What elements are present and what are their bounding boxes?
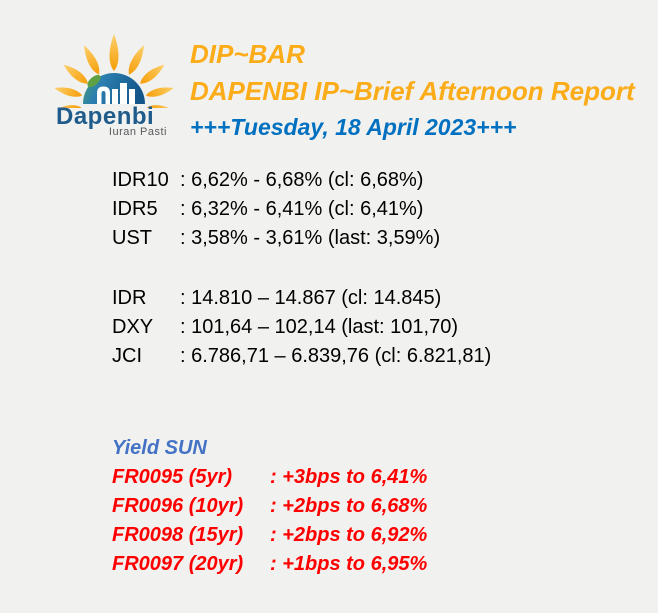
report-body: IDR10 : 6,62% - 6,68% (cl: 6,68%) IDR5 :… <box>112 166 491 579</box>
bond-label: FR0095 (5yr) <box>112 466 233 488</box>
rate-label: IDR5 <box>112 198 158 220</box>
report-title-line2: DAPENBI IP~Brief Afternoon Report <box>190 76 635 106</box>
rate-row-idr5: IDR5 : 6,32% - 6,41% (cl: 6,41%) <box>112 195 491 224</box>
brand-wordmark: Dapenbi <box>56 103 155 130</box>
sun-petals <box>55 34 173 108</box>
rate-value: : 3,58% - 3,61% (last: 3,59%) <box>180 227 441 249</box>
fx-value: : 101,64 – 102,14 (last: 101,70) <box>180 316 458 338</box>
yield-row-fr0095: FR0095 (5yr) : +3bps to 6,41% <box>112 463 491 492</box>
fx-label: IDR <box>112 287 147 309</box>
rate-label: UST <box>112 227 152 249</box>
fx-label: JCI <box>112 345 142 367</box>
yield-row-fr0097: FR0097 (20yr) : +1bps to 6,95% <box>112 550 491 579</box>
bond-change: : +2bps to 6,92% <box>270 524 428 546</box>
rate-row-idr10: IDR10 : 6,62% - 6,68% (cl: 6,68%) <box>112 166 491 195</box>
dapenbi-sun-logo-graphic <box>55 34 173 108</box>
fx-row-dxy: DXY : 101,64 – 102,14 (last: 101,70) <box>112 313 491 342</box>
rate-label: IDR10 <box>112 169 169 191</box>
rate-value: : 6,62% - 6,68% (cl: 6,68%) <box>180 169 424 191</box>
bond-change: : +3bps to 6,41% <box>270 466 428 488</box>
bond-change: : +1bps to 6,95% <box>270 553 428 575</box>
fx-value: : 6.786,71 – 6.839,76 (cl: 6.821,81) <box>180 345 492 367</box>
rate-row-ust: UST : 3,58% - 3,61% (last: 3,59%) <box>112 224 491 253</box>
yield-row-fr0098: FR0098 (15yr) : +2bps to 6,92% <box>112 521 491 550</box>
yield-sun-section: Yield SUN FR0095 (5yr) : +3bps to 6,41% … <box>112 434 491 579</box>
fx-label: DXY <box>112 316 154 338</box>
bond-change: : +2bps to 6,68% <box>270 495 428 517</box>
brand-tagline: Iuran Pasti <box>108 126 167 138</box>
report-title-line1: DIP~BAR <box>190 39 305 69</box>
rate-value: : 6,32% - 6,41% (cl: 6,41%) <box>180 198 424 220</box>
bond-label: FR0098 (15yr) <box>112 524 244 546</box>
fx-row-idr: IDR : 14.810 – 14.867 (cl: 14.845) <box>112 284 491 313</box>
fx-indices-block: IDR : 14.810 – 14.867 (cl: 14.845) DXY :… <box>112 284 491 371</box>
rates-block: IDR10 : 6,62% - 6,68% (cl: 6,68%) IDR5 :… <box>112 166 491 253</box>
building-silhouettes <box>97 83 135 104</box>
dapenbi-logo: Dapenbi Iuran Pasti <box>55 30 173 142</box>
fx-row-jci: JCI : 6.786,71 – 6.839,76 (cl: 6.821,81) <box>112 342 491 371</box>
bond-label: FR0097 (20yr) <box>112 553 244 575</box>
report-header: DIP~BAR DAPENBI IP~Brief Afternoon Repor… <box>190 36 635 145</box>
yield-sun-title: Yield SUN <box>112 437 207 459</box>
report-date: +++Tuesday, 18 April 2023+++ <box>190 114 517 140</box>
bond-label: FR0096 (10yr) <box>112 495 244 517</box>
yield-row-fr0096: FR0096 (10yr) : +2bps to 6,68% <box>112 492 491 521</box>
fx-value: : 14.810 – 14.867 (cl: 14.845) <box>180 287 442 309</box>
green-leaf-accent <box>87 74 101 88</box>
